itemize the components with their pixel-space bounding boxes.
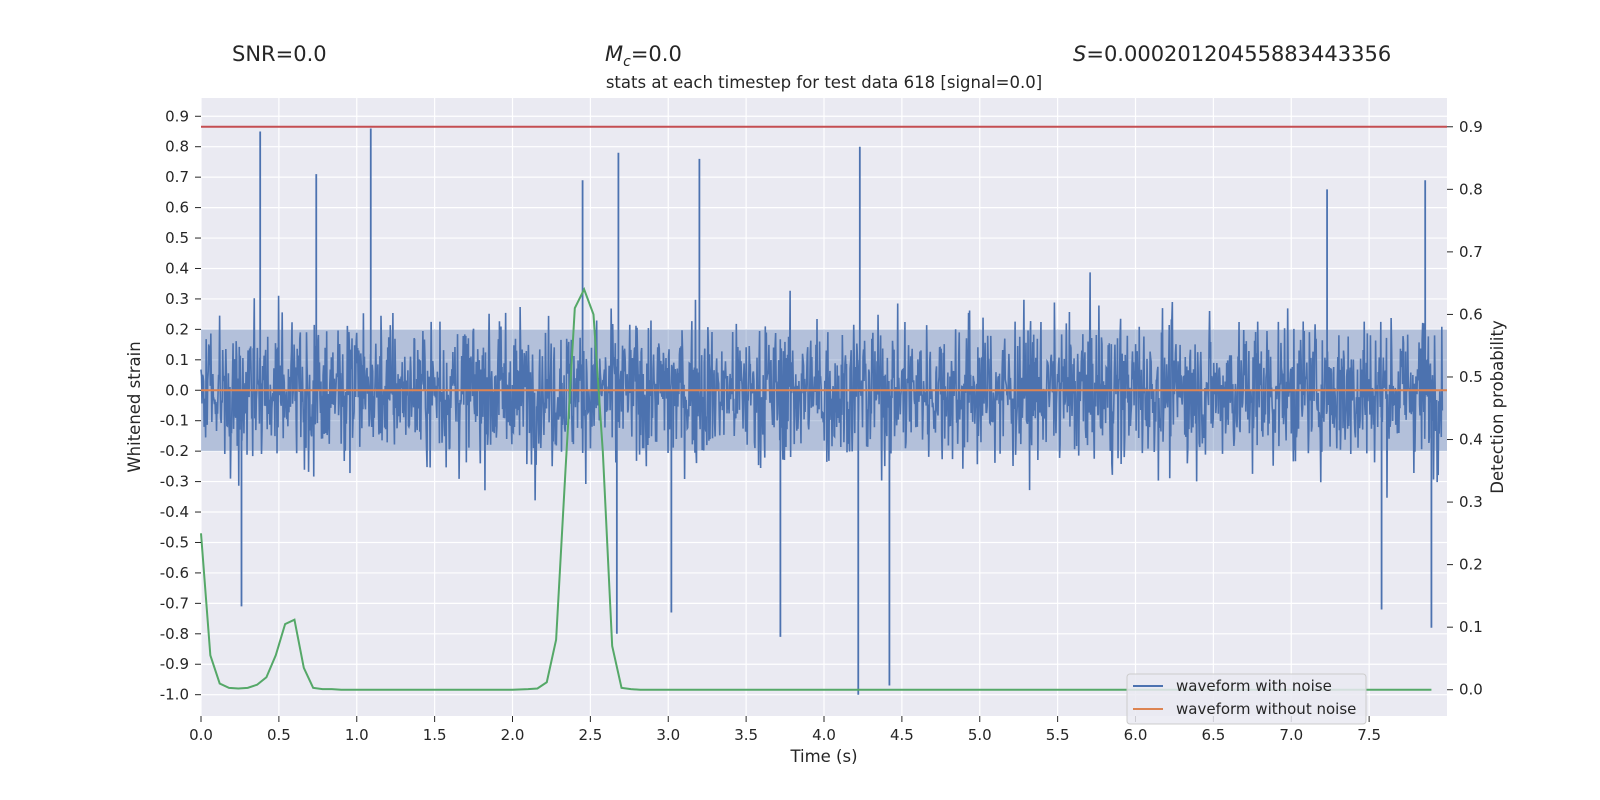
y-tick-label-right: 0.9 (1459, 118, 1483, 136)
x-tick-label: 7.5 (1357, 726, 1381, 744)
y-tick-label-right: 0.7 (1459, 243, 1483, 261)
chirp-mass-value: =0.0 (631, 42, 682, 66)
y-tick-label-left: -0.3 (160, 473, 189, 491)
x-tick-label: 4.5 (890, 726, 914, 744)
y-tick-label-left: 0.4 (165, 259, 189, 277)
legend-noise-label: waveform with noise (1176, 677, 1332, 695)
x-tick-label: 5.5 (1046, 726, 1070, 744)
chirp-mass-subscript: c (623, 54, 631, 70)
y-axis-left: 0.9 0.8 0.7 0.6 0.5 0.4 0.3 0.2 0.1 0.0 -0.1 -0.2 -0… (160, 107, 201, 704)
y-tick-label-left: 0.3 (165, 290, 189, 308)
x-tick-label: 6.5 (1201, 726, 1225, 744)
noise-waveform-line (200, 272, 1444, 501)
chart-title: stats at each timestep for test data 618… (606, 73, 1042, 92)
y-tick-label-right: 0.3 (1459, 493, 1483, 511)
x-tick-label: 1.0 (345, 726, 369, 744)
y-tick-label-right: 0.5 (1459, 368, 1483, 386)
legend-clean-label: waveform without noise (1176, 700, 1356, 718)
x-axis: 0.0 0.5 1.0 1.5 2.0 2.5 3.0 3.5 4.0 4.5 5.0 5.5 6.0 6… (189, 716, 1381, 744)
x-tick-label: 6.0 (1124, 726, 1148, 744)
x-tick-label: 1.5 (423, 726, 447, 744)
y-axis-right: 0.9 0.8 0.7 0.6 0.5 0.4 0.3 0.2 0.1 0.0 (1447, 118, 1483, 699)
x-tick-label: 7.0 (1279, 726, 1303, 744)
y-tick-label-left: 0.8 (165, 138, 189, 156)
probability-line (200, 286, 1432, 691)
x-tick-label: 4.0 (812, 726, 836, 744)
y-tick-label-left: -0.8 (160, 625, 189, 643)
x-tick-label: 3.0 (656, 726, 680, 744)
y-tick-label-right: 0.8 (1459, 180, 1483, 198)
y-tick-label-left: -0.5 (160, 533, 189, 551)
y-tick-label-left: 0.7 (165, 168, 189, 186)
y-tick-label-left: -0.7 (160, 594, 189, 612)
y-tick-label-left: -0.1 (160, 412, 189, 430)
chirp-mass-symbol: M (605, 42, 623, 66)
x-tick-label: 2.0 (501, 726, 525, 744)
y-tick-label-left: -0.2 (160, 442, 189, 460)
y-axis-left-label: Whitened strain (125, 341, 144, 472)
y-tick-label-left: 0.6 (165, 199, 189, 217)
x-tick-label: 2.5 (578, 726, 602, 744)
y-tick-label-left: 0.1 (165, 351, 189, 369)
legend: waveform with noise waveform without noi… (1126, 673, 1367, 725)
x-tick-label: 5.0 (968, 726, 992, 744)
detection-probability (200, 286, 1432, 691)
legend-box (1126, 673, 1367, 725)
y-tick-label-left: 0.0 (165, 381, 189, 399)
y-tick-label-left: 0.5 (165, 229, 189, 247)
s-stat: S=0.00020120455883443356 (1073, 42, 1391, 66)
s-symbol: S (1073, 42, 1086, 66)
y-tick-label-right: 0.4 (1459, 431, 1483, 449)
y-tick-label-left: 0.9 (165, 107, 189, 125)
y-tick-label-right: 0.2 (1459, 556, 1483, 574)
x-tick-label: 0.0 (189, 726, 213, 744)
y-tick-label-right: 0.6 (1459, 305, 1483, 323)
s-value: =0.00020120455883443356 (1086, 42, 1391, 66)
y-tick-label-left: -0.9 (160, 655, 189, 673)
y-tick-label-left: -1.0 (160, 686, 189, 704)
y-tick-label-left: 0.2 (165, 320, 189, 338)
x-tick-label: 3.5 (734, 726, 758, 744)
y-axis-right-label: Detection probability (1488, 320, 1507, 494)
chirp-mass-stat: Mc=0.0 (605, 42, 682, 70)
snr-stat: SNR=0.0 (232, 42, 327, 66)
y-tick-label-left: -0.6 (160, 564, 189, 582)
y-tick-label-right: 0.0 (1459, 681, 1483, 699)
x-axis-label: Time (s) (789, 747, 857, 766)
y-tick-label-right: 0.1 (1459, 618, 1483, 636)
y-tick-label-left: -0.4 (160, 503, 189, 521)
x-tick-label: 0.5 (267, 726, 291, 744)
